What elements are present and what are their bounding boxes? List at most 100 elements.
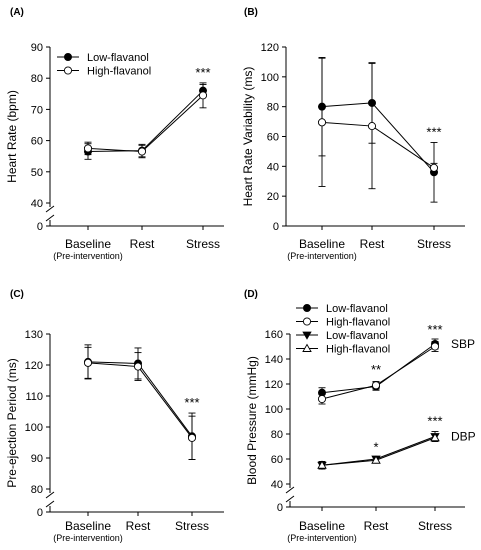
y-tick-label: 120 bbox=[261, 42, 279, 54]
data-point bbox=[302, 343, 312, 352]
series-line bbox=[87, 362, 193, 439]
group-label-dbp: DBP bbox=[451, 430, 476, 444]
data-point bbox=[63, 66, 73, 75]
x-tick-label: Rest bbox=[360, 237, 385, 251]
x-tick-label: Rest bbox=[126, 519, 151, 533]
y-tick-label: 80 bbox=[267, 102, 279, 114]
legend-entry: High-flavanol bbox=[326, 317, 390, 329]
data-point bbox=[302, 331, 312, 340]
y-axis-label: Pre-ejection Period (ms) bbox=[5, 358, 19, 487]
y-tick-label: 70 bbox=[31, 104, 43, 116]
legend-entry: Low-flavanol bbox=[87, 52, 149, 64]
data-point bbox=[430, 342, 440, 351]
y-tick-label: 40 bbox=[31, 198, 43, 210]
panel-label: (C) bbox=[10, 289, 24, 300]
data-point bbox=[317, 394, 327, 404]
y-axis-label: Heart Rate Variability (ms) bbox=[241, 67, 255, 207]
y-tick-label: 50 bbox=[31, 167, 43, 179]
x-tick-label: Baseline bbox=[65, 519, 111, 533]
significance-annotation: *** bbox=[195, 65, 210, 80]
y-tick-label: 40 bbox=[267, 161, 279, 173]
y-tick-label: 40 bbox=[271, 479, 283, 491]
x-tick-label: Stress bbox=[186, 237, 220, 251]
data-point bbox=[83, 144, 93, 153]
y-tick-label: 80 bbox=[271, 429, 283, 441]
y-tick-label: 80 bbox=[31, 73, 43, 85]
x-tick-sublabel: (Pre-intervention) bbox=[53, 251, 123, 261]
axis-break-mark bbox=[285, 495, 295, 503]
data-point bbox=[64, 53, 73, 62]
chart-panel-c: (C) 0 80 90 100 110 120 130 Pre-ejection Period … bbox=[5, 289, 224, 543]
x-tick-sublabel: (Pre-intervention) bbox=[53, 533, 123, 543]
panel-label: (A) bbox=[10, 7, 24, 18]
significance-annotation: *** bbox=[426, 124, 441, 139]
data-point bbox=[302, 317, 312, 326]
y-tick-label: 160 bbox=[265, 329, 283, 341]
data-point bbox=[137, 147, 147, 156]
y-tick-label: 0 bbox=[37, 507, 43, 519]
x-tick-label: Stress bbox=[417, 237, 451, 251]
data-point bbox=[133, 362, 143, 371]
legend-entry: High-flavanol bbox=[326, 344, 390, 356]
series-line bbox=[87, 90, 204, 153]
y-tick-label: 110 bbox=[25, 391, 43, 403]
x-tick-label: Rest bbox=[364, 519, 389, 533]
significance-annotation: ** bbox=[371, 362, 381, 377]
data-point bbox=[187, 433, 197, 442]
x-tick-label: Baseline bbox=[299, 237, 345, 251]
data-point bbox=[371, 455, 381, 464]
significance-annotation: *** bbox=[427, 413, 442, 428]
group-label-sbp: SBP bbox=[451, 337, 475, 351]
y-tick-label: 140 bbox=[265, 354, 283, 366]
y-tick-label: 100 bbox=[265, 404, 283, 416]
series-high-flavanol-1 bbox=[83, 82, 208, 159]
y-tick-label: 80 bbox=[31, 484, 43, 496]
x-tick-label: Baseline bbox=[299, 519, 345, 533]
significance-annotation: * bbox=[373, 440, 378, 455]
y-tick-label: 100 bbox=[25, 422, 43, 434]
panel-label: (D) bbox=[244, 289, 258, 300]
series-high-flavanol-3 bbox=[317, 432, 440, 470]
series-line bbox=[321, 102, 435, 173]
y-tick-label: 130 bbox=[25, 329, 43, 341]
axis-break-mark bbox=[45, 500, 55, 508]
x-tick-label: Rest bbox=[130, 237, 155, 251]
data-point bbox=[367, 122, 377, 131]
legend-entry: Low-flavanol bbox=[326, 303, 388, 315]
significance-annotation: *** bbox=[427, 322, 442, 337]
x-tick-label: Stress bbox=[418, 519, 452, 533]
series-high-flavanol-1 bbox=[83, 346, 197, 460]
y-tick-label: 60 bbox=[267, 132, 279, 144]
y-axis-label: Heart Rate (bpm) bbox=[5, 90, 19, 183]
x-tick-label: Baseline bbox=[65, 237, 111, 251]
y-tick-label: 100 bbox=[261, 72, 279, 84]
chart-panel-a: (A) 0 40 50 60 70 80 90 Heart Rate (bpm) Baseline… bbox=[5, 7, 224, 261]
axis-break-mark bbox=[45, 205, 55, 213]
axis-break-mark bbox=[45, 491, 55, 499]
x-tick-sublabel: (Pre-intervention) bbox=[287, 251, 357, 261]
y-tick-label: 0 bbox=[273, 221, 279, 233]
y-axis-label: Blood Pressure (mmHg) bbox=[245, 356, 259, 485]
data-point bbox=[302, 303, 311, 312]
series-high-flavanol-1 bbox=[317, 341, 440, 405]
axis-break-mark bbox=[285, 486, 295, 494]
data-point bbox=[317, 460, 327, 469]
series-low-flavanol-0 bbox=[84, 344, 196, 460]
y-tick-label: 120 bbox=[265, 379, 283, 391]
data-point bbox=[317, 118, 327, 127]
x-tick-label: Stress bbox=[175, 519, 209, 533]
series-high-flavanol-1 bbox=[317, 57, 439, 190]
y-tick-label: 60 bbox=[31, 136, 43, 148]
data-point bbox=[83, 358, 93, 367]
y-tick-label: 20 bbox=[267, 191, 279, 203]
chart-panel-d: (D) 0 40 60 80 100 120 140 160 Blood Pressure (mm… bbox=[244, 289, 476, 543]
y-tick-label: 90 bbox=[31, 42, 43, 54]
data-point bbox=[198, 91, 208, 100]
chart-panel-b: (B) 0 20 40 60 80 100 120 Heart Rate Variability… bbox=[241, 7, 465, 261]
data-point bbox=[430, 432, 440, 442]
series-line bbox=[321, 121, 435, 169]
series-line bbox=[87, 361, 193, 437]
legend: Low-flavanolHigh-flavanolLow-flavanolHig… bbox=[296, 303, 390, 356]
legend-entry: High-flavanol bbox=[87, 66, 151, 78]
